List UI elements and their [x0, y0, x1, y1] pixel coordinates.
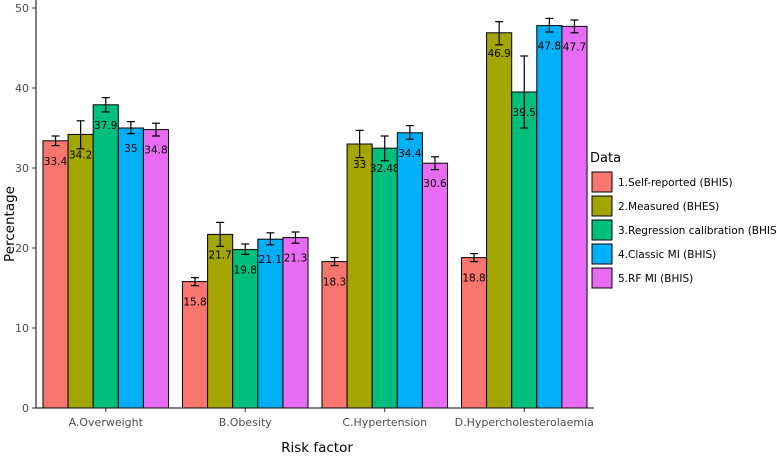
y-tick-label-20: 20 — [15, 242, 29, 255]
data-label-4-2: 21.1 — [259, 254, 282, 266]
bar-5-1 — [142, 129, 170, 409]
data-label-3-4: 39.5 — [513, 107, 536, 119]
y-tick-label-30: 30 — [15, 162, 29, 175]
data-label-3-3: 32.48 — [370, 163, 400, 175]
y-axis-title: Percentage — [2, 186, 18, 262]
data-label-1-1: 33.4 — [44, 156, 68, 168]
data-label-5-1: 34.8 — [144, 145, 167, 157]
data-label-4-1: 35 — [124, 143, 137, 155]
bar-5-4 — [561, 25, 588, 409]
bar-2-1 — [67, 133, 94, 409]
data-label-2-2: 21.7 — [208, 249, 231, 261]
legend-label-2: 2.Measured (BHES) — [618, 201, 719, 213]
bar-1-2 — [181, 281, 209, 409]
data-label-2-1: 34.2 — [69, 149, 92, 161]
bar-2-4 — [486, 32, 513, 409]
data-label-1-4: 18.8 — [462, 273, 485, 285]
legend-title: Data — [590, 151, 621, 166]
x-tick-label-1: A.Overweight — [69, 416, 144, 429]
x-tick-label-3: C.Hypertension — [342, 416, 427, 429]
legend-label-3: 3.Regression calibration (BHIS) — [618, 225, 777, 237]
data-label-3-1: 37.9 — [94, 120, 117, 132]
bar-1-3 — [321, 261, 348, 409]
y-tick-label-50: 50 — [15, 2, 29, 15]
bar-4-3 — [396, 132, 423, 409]
legend-key-3 — [591, 219, 613, 241]
data-label-1-2: 15.8 — [183, 297, 206, 309]
data-label-2-4: 46.9 — [487, 48, 510, 60]
data-label-3-2: 19.8 — [234, 265, 257, 277]
bar-3-4 — [511, 91, 538, 409]
y-tick-label-10: 10 — [15, 322, 29, 335]
bar-4-4 — [536, 25, 563, 409]
bar-5-3 — [421, 162, 449, 409]
legend-key-2 — [591, 195, 613, 217]
legend-label-5: 5.RF MI (BHIS) — [618, 273, 693, 285]
data-label-5-4: 47.7 — [563, 41, 586, 53]
data-label-5-3: 30.6 — [423, 178, 447, 190]
axes-layer: A.Overweight B.Obesity C.Hypertension D.Hyp… — [15, 0, 594, 429]
data-label-5-2: 21.3 — [284, 253, 307, 265]
data-label-2-3: 33 — [353, 159, 366, 171]
bar-1-1 — [42, 140, 69, 409]
data-label-1-3: 18.3 — [323, 277, 346, 289]
y-tick-label-40: 40 — [15, 82, 29, 95]
bar-2-3 — [346, 143, 373, 409]
bar-5-2 — [282, 237, 309, 409]
legend-key-1 — [591, 171, 613, 193]
bars-layer: 33.434.2 37.9 35 34.8 15.8 21.719.821.1 21.3 18… — [42, 17, 588, 409]
bar-4-1 — [117, 127, 144, 409]
data-label-4-3: 34.4 — [398, 148, 422, 160]
legend-label-4: 4.Classic MI (BHIS) — [618, 249, 716, 261]
legend-key-4 — [591, 243, 613, 265]
x-axis-title: Risk factor — [281, 440, 353, 456]
x-tick-label-4: D.Hypercholesterolaemia — [455, 416, 594, 429]
x-tick-label-2: B.Obesity — [219, 416, 273, 429]
bar-3-1 — [92, 104, 119, 409]
y-tick-label-0: 0 — [22, 402, 29, 415]
bar-3-3 — [371, 147, 398, 409]
legend-label-1: 1.Self-reported (BHIS) — [618, 177, 733, 189]
data-label-4-4: 47.8 — [538, 41, 561, 53]
legend: Data 1.Self-reported (BHIS) 2.Measured (B… — [590, 151, 777, 289]
legend-key-5 — [591, 267, 613, 289]
